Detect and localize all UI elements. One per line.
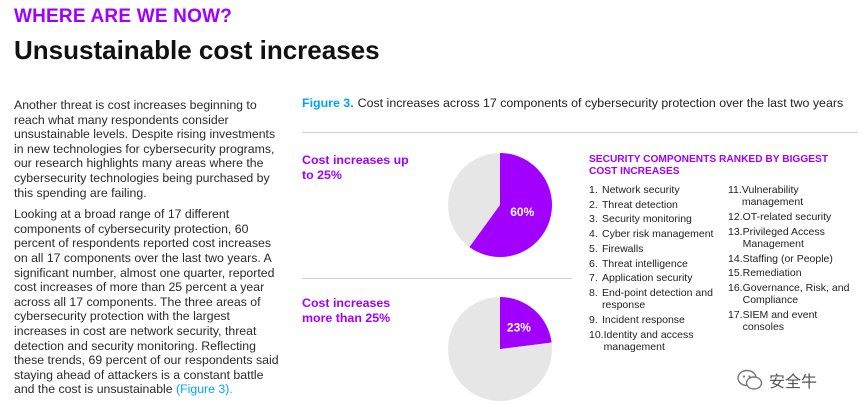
ranking-item: 5. Firewalls [589,243,723,255]
ranking-item-number: 7. [589,272,598,285]
ranking-item-label: Privileged Access Management [742,225,825,250]
ranking-list-column-1: 1. Network security 2. Threat detection 3. Se… [589,184,723,355]
pie-label-more-than-25: Cost increases more than 25% [302,296,391,325]
ranking-item-label: Governance, Risk, and Compliance [742,281,850,307]
pie-label-up-to-25: Cost increases up to 25% [302,153,409,182]
wechat-icon [737,369,763,390]
ranking-item-number: 14. [728,252,743,265]
ranking-item-number: 8. [589,286,598,299]
ranking-item-label: Vulnerability management [741,184,804,209]
ranking-item-label: Threat intelligence [602,257,688,270]
figure-reference-link[interactable]: (Figure 3). [176,382,233,397]
ranking-item-label: Security monitoring [602,213,692,226]
ranking-item-number: 9. [589,313,598,326]
watermark: 安全牛 [737,368,817,392]
ranking-item: 15. Remediation [728,267,858,279]
body-paragraph-text: Looking at a broad range of 17 different… [14,207,279,397]
ranking-item-number: 12. [728,210,743,223]
body-paragraph: Another threat is cost increases beginni… [14,98,276,200]
ranking-item-label: Firewalls [602,242,644,255]
ranking-item: 11. Vulnerability management [728,184,858,208]
pie-slice-value [469,153,552,257]
pie-slice-value [500,297,552,349]
ranking-item-label: End-point detection and response [602,286,713,312]
divider [302,132,858,133]
figure-number: Figure 3. [302,96,354,110]
ranking-item: 9. Incident response [589,314,723,326]
ranking-item-label: Network security [602,184,680,196]
ranking-item: 10. Identity and access management [589,329,723,353]
ranking-item: 13. Privileged Access Management [728,226,858,250]
ranking-item-label: SIEM and event consoles [742,308,818,334]
ranking-item: 1. Network security [589,184,723,196]
ranking-item: 3. Security monitoring [589,213,723,225]
ranking-item-label: Application security [602,272,693,285]
pie-value-label: 60% [510,205,534,219]
ranking-item-label: OT-related security [742,210,832,223]
ranking-item-label: Threat detection [602,198,678,211]
ranking-item-number: 10. [589,328,604,341]
page-title: Unsustainable cost increases [14,35,380,65]
ranking-item-label: Identity and access management [603,328,694,353]
pie-chart-up-to-25: 60% [448,153,552,257]
ranking-item: 7. Application security [589,272,723,284]
ranking-title: SECURITY COMPONENTS RANKED BY BIGGEST CO… [589,154,829,178]
ranking-item-number: 3. [589,213,598,226]
ranking-item-number: 17. [728,308,743,321]
body-text: Another threat is cost increases beginni… [14,98,284,404]
ranking-item: 2. Threat detection [589,199,723,211]
ranking-item-number: 6. [589,257,598,270]
figure-caption-text: Cost increases across 17 components of c… [357,96,844,110]
watermark-text: 安全牛 [769,374,818,391]
ranking-item-label: Cyber risk management [602,228,714,241]
ranking-item: 16. Governance, Risk, and Compliance [728,282,858,306]
ranking-item: 8. End-point detection and response [589,287,723,311]
ranking-item-number: 11. [728,184,742,196]
ranking-item-label: Remediation [742,267,802,280]
figure-caption: Figure 3. Cost increases across 17 compon… [302,96,858,110]
ranking-item: 4. Cyber risk management [589,228,723,240]
ranking-item-number: 16. [728,281,743,294]
ranking-item: 6. Threat intelligence [589,258,723,270]
ranking-item-number: 15. [728,267,743,280]
pie-chart-more-than-25: 23% [448,297,552,401]
ranking-item-label: Staffing (or People) [742,252,833,265]
ranking-item-number: 13. [728,225,743,238]
body-paragraph: Looking at a broad range of 17 different… [14,207,284,397]
ranking-item-number: 5. [589,242,598,255]
section-kicker: WHERE ARE WE NOW? [14,6,233,27]
ranking-item-number: 2. [589,198,598,211]
ranking-item-label: Incident response [602,313,685,326]
ranking-item: 12. OT-related security [728,211,858,223]
ranking-item: 14. Staffing (or People) [728,253,858,265]
ranking-item-number: 4. [589,228,598,241]
divider [302,278,572,279]
ranking-list-column-2: 11. Vulnerability management 12. OT-related… [728,184,858,336]
ranking-item-number: 1. [589,184,598,196]
ranking-item: 17. SIEM and event consoles [728,309,858,333]
pie-value-label: 23% [507,321,531,335]
